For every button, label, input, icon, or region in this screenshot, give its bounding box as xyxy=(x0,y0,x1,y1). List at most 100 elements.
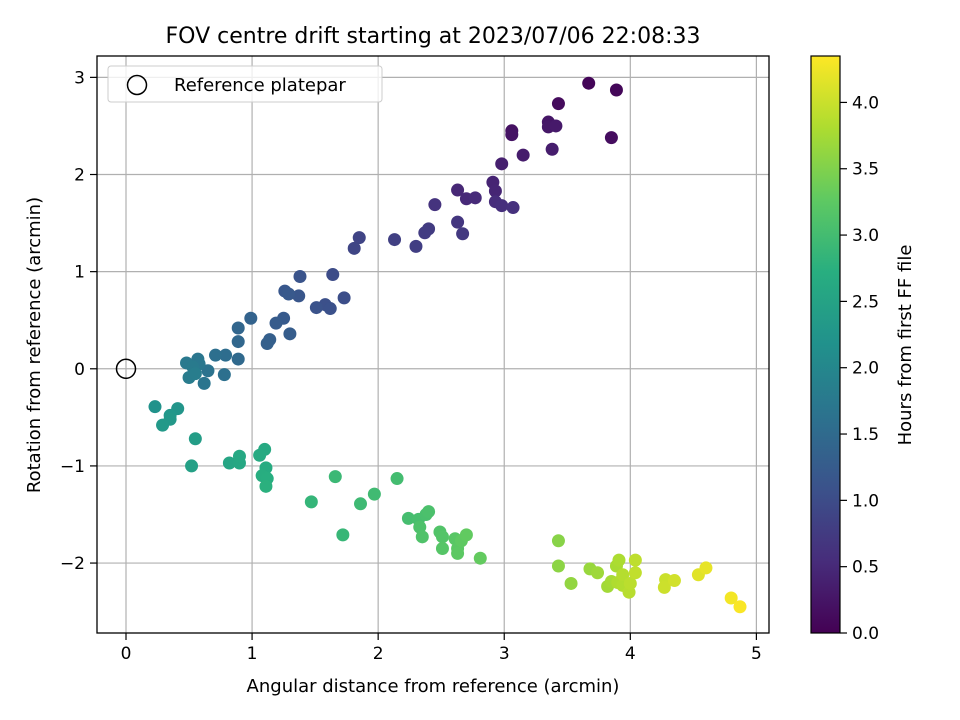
data-point xyxy=(337,291,351,305)
reference-platepar-marker xyxy=(115,358,137,380)
data-point xyxy=(549,119,563,133)
data-point xyxy=(495,157,509,171)
data-point xyxy=(564,576,578,590)
y-tick-label: 3 xyxy=(74,68,85,88)
data-point xyxy=(222,456,236,470)
data-point xyxy=(451,183,465,197)
data-point xyxy=(336,528,350,542)
data-point xyxy=(390,472,404,486)
data-point xyxy=(488,184,502,198)
data-point xyxy=(609,83,623,97)
data-point xyxy=(293,270,307,284)
data-point xyxy=(259,479,273,493)
data-point xyxy=(244,311,258,325)
data-point xyxy=(304,495,318,509)
axis-ticks: 0 1 2 3 4 5 −2 −1 0 1 2 3 xyxy=(60,68,762,664)
data-point xyxy=(388,233,402,247)
plot-frame xyxy=(96,55,770,634)
colorbar-tick-label: 3.0 xyxy=(852,226,879,246)
colorbar-tick-label: 1.5 xyxy=(852,425,879,445)
data-point xyxy=(260,337,274,351)
data-point xyxy=(197,376,211,390)
colorbar-tick-label: 1.0 xyxy=(852,491,879,511)
x-tick-label: 2 xyxy=(373,644,384,664)
data-point xyxy=(545,142,559,156)
data-point xyxy=(282,287,296,301)
data-point xyxy=(201,364,215,378)
data-point xyxy=(435,530,449,544)
y-tick-label: 1 xyxy=(74,263,85,283)
data-point xyxy=(456,227,470,241)
data-point xyxy=(188,367,202,381)
data-point xyxy=(699,561,713,575)
data-point xyxy=(505,128,519,142)
colorbar-tick-label: 2.5 xyxy=(852,292,879,312)
data-point xyxy=(219,348,233,362)
chart-title: FOV centre drift starting at 2023/07/06 … xyxy=(166,24,701,49)
data-point xyxy=(551,534,565,548)
data-point xyxy=(422,505,436,519)
data-point xyxy=(582,76,596,90)
colorbar-tick-label: 4.0 xyxy=(852,93,879,113)
data-point xyxy=(459,528,473,542)
data-point xyxy=(667,574,681,588)
y-axis-label: Rotation from reference (arcmin) xyxy=(24,197,45,493)
data-point xyxy=(506,201,520,215)
y-tick-label: −1 xyxy=(60,457,85,477)
data-point xyxy=(495,199,509,213)
colorbar-ticks: 0.0 0.5 1.0 1.5 2.0 2.5 3.0 3.5 4.0 xyxy=(840,93,879,644)
data-point xyxy=(657,580,671,594)
data-point xyxy=(468,191,482,205)
data-point xyxy=(217,368,231,382)
legend-entry: Reference platepar xyxy=(174,75,346,96)
data-point xyxy=(418,226,432,240)
legend: Reference platepar xyxy=(107,65,383,103)
data-point xyxy=(551,559,565,573)
y-tick-label: 2 xyxy=(74,166,85,186)
data-point xyxy=(628,553,642,567)
legend-marker xyxy=(126,74,148,96)
x-axis-label: Angular distance from reference (arcmin) xyxy=(247,676,620,697)
data-point xyxy=(209,348,223,362)
data-point xyxy=(435,541,449,555)
y-tick-label: −2 xyxy=(60,554,85,574)
colorbar-tick-label: 2.0 xyxy=(852,359,879,379)
data-point xyxy=(292,289,306,303)
data-point xyxy=(188,432,202,446)
data-point xyxy=(551,97,565,111)
data-point xyxy=(401,511,415,525)
data-point xyxy=(323,302,337,316)
data-point xyxy=(328,470,342,484)
data-point xyxy=(185,459,199,473)
data-point xyxy=(428,198,442,212)
data-point xyxy=(628,566,642,580)
data-point xyxy=(413,520,427,534)
data-point xyxy=(604,131,618,145)
data-point xyxy=(231,352,245,366)
data-point xyxy=(409,239,423,253)
data-point xyxy=(156,418,170,432)
data-point xyxy=(326,268,340,282)
data-point xyxy=(231,321,245,335)
data-point xyxy=(148,400,162,414)
data-point xyxy=(733,600,747,614)
data-point xyxy=(612,553,626,567)
colorbar-gradient xyxy=(810,55,841,634)
data-point xyxy=(623,576,637,590)
data-point xyxy=(451,546,465,560)
x-tick-label: 3 xyxy=(499,644,510,664)
colorbar-tick-label: 3.5 xyxy=(852,160,879,180)
data-point xyxy=(451,215,465,229)
data-point xyxy=(253,448,267,462)
data-point xyxy=(309,301,323,315)
x-tick-label: 5 xyxy=(751,644,762,664)
data-point xyxy=(516,148,530,162)
colorbar-label: Hours from first FF file xyxy=(895,245,916,446)
colorbar-tick-label: 0.5 xyxy=(852,558,879,578)
data-point xyxy=(231,335,245,349)
colorbar: 0.0 0.5 1.0 1.5 2.0 2.5 3.0 3.5 4.0 Hours from f… xyxy=(810,55,916,644)
y-tick-label: 0 xyxy=(74,360,85,380)
data-point xyxy=(232,449,246,463)
